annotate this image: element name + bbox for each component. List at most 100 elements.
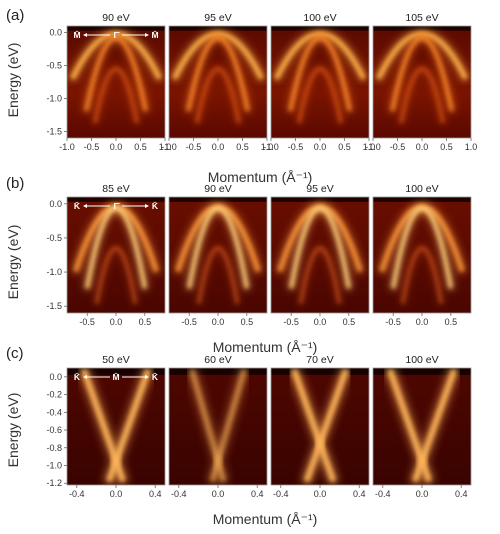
panel-a-3: 100 eV -1.0 -0.5 0.0 0.5 1.0 <box>263 12 375 152</box>
panel-a-ytick-2: -1.0 <box>46 93 62 103</box>
panel-b-1-symmetry-1: Γ̄ <box>113 201 120 211</box>
panel-b-1-xtick-0: -0.5 <box>79 317 95 327</box>
panel-a-3-xtick-0: -1.0 <box>263 142 279 152</box>
panel-c-1-symmetry-1: M̄ <box>112 372 119 382</box>
panel-a-4-xtick-2: 0.0 <box>416 142 429 152</box>
panels-layer: 90 eV-1.0 -0.5 0.0 0.5 1.0M̄ Γ̄ M̄0.0-0.5-1.0-… <box>46 12 477 499</box>
panel-b-1-symmetry-arrows <box>83 204 149 208</box>
panel-b-2-xtick-0: -0.5 <box>181 317 197 327</box>
row-c-momentum-axis-label: Momentum (Å⁻¹) <box>213 511 318 527</box>
panel-b-2-title: 90 eV <box>204 183 231 195</box>
panel-b-1: 85 eV -0.5 0.0 0.5 K̄ Γ̄ K̄ 0.0 -0.5 -1.0 -1.5 <box>46 183 166 327</box>
row-b-momentum-axis-label: Momentum (Å⁻¹) <box>213 339 318 355</box>
panel-c-4-xtick-0: -0.4 <box>375 489 391 499</box>
panel-b-3-xtick-2: 0.5 <box>343 317 356 327</box>
panel-c-1-symmetry-0: K̄ <box>74 372 81 382</box>
panel-b-4-xtick-1: 0.0 <box>416 317 429 327</box>
panel-a-4-xtick-0: -1.0 <box>365 142 381 152</box>
panel-c-2-xtick-2: 0.4 <box>251 489 264 499</box>
panel-a-1-xtick-4: 1.0 <box>159 142 172 152</box>
panel-b-1-map <box>67 197 165 313</box>
panel-a-1-xtick-2: 0.0 <box>110 142 123 152</box>
panel-c-3-xtick-0: -0.4 <box>273 489 289 499</box>
panel-a-1-xtick-1: -0.5 <box>84 142 100 152</box>
panel-a-1-title: 90 eV <box>102 12 129 24</box>
panel-c-ytick-0: 0.0 <box>49 372 62 382</box>
panel-a-4-title: 105 eV <box>405 12 438 24</box>
panel-c-ytick-1: -0.2 <box>46 390 62 400</box>
panel-a-2-xtick-2: 0.0 <box>212 142 225 152</box>
panel-c-3: 70 eV -0.4 0.0 0.4 <box>270 354 370 499</box>
panel-a-ytick-3: -1.5 <box>46 126 62 136</box>
panel-b-1-xtick-1: 0.0 <box>110 317 123 327</box>
panel-c-4-title: 100 eV <box>405 354 438 366</box>
panel-b-4-map <box>373 197 471 313</box>
panel-b-1-symmetry-2: K̄ <box>152 201 159 211</box>
panel-c-2-xtick-1: 0.0 <box>212 489 225 499</box>
panel-a-1-symmetry-2: M̄ <box>151 30 158 40</box>
panel-b-ytick-0: 0.0 <box>49 199 62 209</box>
panel-c-ytick-3: -0.6 <box>46 425 62 435</box>
panel-c-1-xtick-1: 0.0 <box>110 489 123 499</box>
panel-b-ytick-1: -0.5 <box>46 233 62 243</box>
row-a-momentum-axis-label: Momentum (Å⁻¹) <box>208 169 313 185</box>
panel-c-1-xtick-0: -0.4 <box>69 489 85 499</box>
panel-a-3-title: 100 eV <box>303 12 336 24</box>
panel-b-2: 90 eV -0.5 0.0 0.5 <box>168 183 268 327</box>
panel-c-2-xtick-0: -0.4 <box>171 489 187 499</box>
panel-c-1-xtick-2: 0.4 <box>149 489 162 499</box>
panel-a-4-map <box>373 26 471 138</box>
panel-a-4-xtick-4: 1.0 <box>465 142 478 152</box>
panel-c-1-symmetry-arrows <box>83 375 149 379</box>
panel-c-1-symmetry-2: K̄ <box>152 372 159 382</box>
panel-a-3-xtick-4: 1.0 <box>363 142 376 152</box>
panel-a-1-symmetry-arrows <box>83 33 149 37</box>
panel-a-1-xtick-3: 0.5 <box>134 142 147 152</box>
panel-b-2-xtick-2: 0.5 <box>241 317 254 327</box>
panel-a-ytick-0: 0.0 <box>49 28 62 38</box>
panel-b-3: 95 eV -0.5 0.0 0.5 <box>270 183 370 327</box>
row-a-label: (a) <box>6 7 24 24</box>
panel-a-2-xtick-3: 0.5 <box>236 142 249 152</box>
panel-a-ytick-1: -0.5 <box>46 61 62 71</box>
row-c-label: (c) <box>6 345 24 362</box>
panel-c-4-xtick-2: 0.4 <box>455 489 468 499</box>
panel-b-2-map <box>169 197 267 313</box>
panel-a-3-xtick-2: 0.0 <box>314 142 327 152</box>
panel-a-2-xtick-4: 1.0 <box>261 142 274 152</box>
panel-b-4: 100 eV -0.5 0.0 0.5 <box>372 183 472 327</box>
panel-c-ytick-2: -0.4 <box>46 407 62 417</box>
panel-c-4-xtick-1: 0.0 <box>416 489 429 499</box>
panel-b-3-map <box>271 197 369 313</box>
panel-a-1: 90 eV -1.0 -0.5 0.0 0.5 1.0 M̄ Γ̄ M̄ 0.0 -0.5 -1.0 -… <box>46 12 171 152</box>
row-c-energy-axis-label: Energy (eV) <box>5 393 21 468</box>
panel-a-2-title: 95 eV <box>204 12 231 24</box>
panel-b-3-xtick-1: 0.0 <box>314 317 327 327</box>
panel-c-1-map <box>67 368 165 485</box>
panel-b-1-title: 85 eV <box>102 183 129 195</box>
panel-b-4-title: 100 eV <box>405 183 438 195</box>
panel-a-3-xtick-1: -0.5 <box>288 142 304 152</box>
panel-c-ytick-5: -1.0 <box>46 461 62 471</box>
panel-b-ytick-2: -1.0 <box>46 267 62 277</box>
panel-b-1-symmetry-0: K̄ <box>74 201 81 211</box>
panel-a-1-symmetry-1: Γ̄ <box>113 30 120 40</box>
panel-c-ytick-4: -0.8 <box>46 443 62 453</box>
panel-c-3-xtick-2: 0.4 <box>353 489 366 499</box>
panel-c-1-title: 50 eV <box>102 354 129 366</box>
panel-a-1-symmetry-0: M̄ <box>73 30 80 40</box>
row-b-label: (b) <box>6 175 24 192</box>
panel-b-ytick-3: -1.5 <box>46 301 62 311</box>
panel-a-2-xtick-1: -0.5 <box>186 142 202 152</box>
panel-c-1: 50 eV -0.4 0.0 0.4 K̄ M̄ K̄ 0.0 -0.2 -0.4 -0.6 -0.8… <box>46 354 166 499</box>
panel-c-4: 100 eV -0.4 0.0 0.4 <box>372 354 472 499</box>
panel-a-2-xtick-0: -1.0 <box>161 142 177 152</box>
panel-b-3-title: 95 eV <box>306 183 333 195</box>
panel-c-3-title: 70 eV <box>306 354 333 366</box>
panel-a-1-map <box>67 26 165 138</box>
panel-a-3-xtick-3: 0.5 <box>338 142 351 152</box>
panel-b-2-xtick-1: 0.0 <box>212 317 225 327</box>
panel-a-2-map <box>169 26 267 138</box>
panel-a-4-xtick-1: -0.5 <box>390 142 406 152</box>
